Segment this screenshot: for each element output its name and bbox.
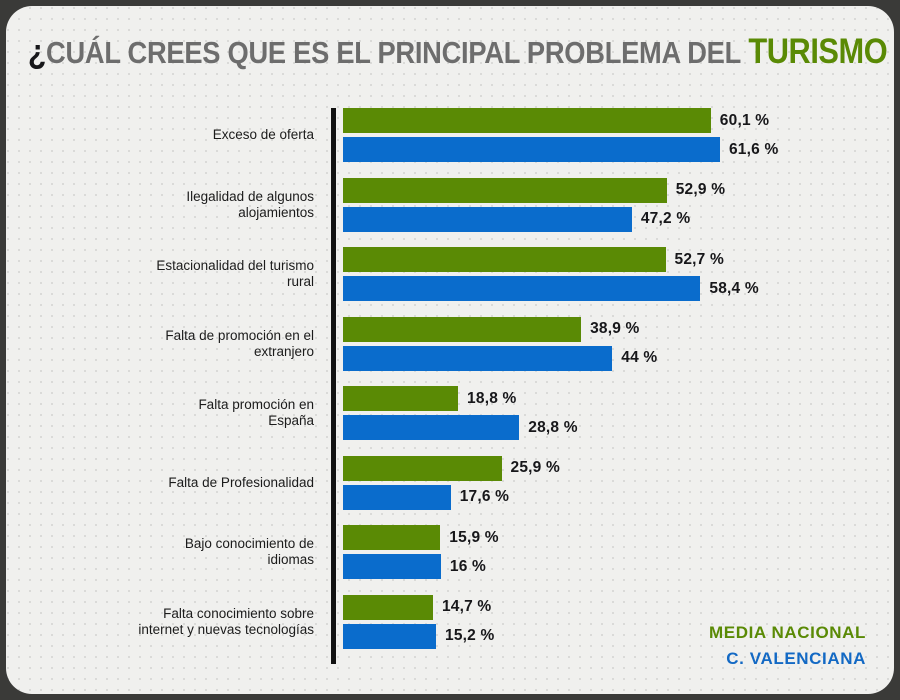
bar-media-nacional [343, 455, 502, 481]
bar-value-label: 60,1 % [719, 111, 770, 129]
bar-c-valenciana [343, 206, 632, 232]
bar-value-label: 58,4 % [709, 279, 759, 297]
category-label: Falta de promoción en el extranjero [165, 327, 314, 359]
bar-group: Bajo conocimiento de idiomas 15,9 % 16 % [6, 525, 894, 579]
chart-legend: MEDIA NACIONAL C. VALENCIANA [709, 620, 866, 672]
legend-item-media-nacional: MEDIA NACIONAL [709, 623, 866, 642]
bar-group: Falta promoción en España 18,8 % 28,8 % [6, 386, 894, 440]
bar-value-label: 15,2 % [445, 627, 495, 644]
bar-c-valenciana [343, 484, 451, 510]
bar-c-valenciana [343, 415, 520, 440]
chart-title: ¿CUÁL CREES QUE ES EL PRINCIPAL PROBLEMA… [28, 30, 894, 74]
bar-media-nacional [343, 177, 667, 203]
category-label: Bajo conocimiento de idiomas [184, 536, 314, 567]
bar-value-label: 44 % [621, 349, 658, 366]
bar-c-valenciana [343, 554, 441, 579]
bar-value-label: 14,7 % [441, 598, 492, 615]
bar-group: Falta de Profesionalidad 25,9 % 17,6 % [6, 455, 894, 510]
category-label: Exceso de oferta [212, 127, 314, 142]
category-label: Falta conocimiento sobre internet y nuev… [138, 605, 314, 637]
bar-value-label: 61,6 % [728, 140, 779, 158]
bar-group: Estacionalidad del turismo rural 52,7 % 58… [6, 247, 894, 301]
bar-c-valenciana [343, 137, 720, 162]
category-label: Falta promoción en España [198, 397, 314, 428]
bar-media-nacional [343, 108, 711, 133]
legend-item-c-valenciana: C. VALENCIANA [726, 649, 866, 668]
bar-group: Falta conocimiento sobre internet y nuev… [6, 594, 894, 649]
title-opening-question-mark: ¿ [28, 33, 47, 71]
bar-value-label: 28,8 % [528, 418, 578, 436]
bar-value-label: 17,6 % [459, 488, 510, 505]
bar-value-label: 15,9 % [449, 528, 499, 546]
bar-value-label: 38,9 % [590, 320, 640, 337]
bar-value-label: 18,8 % [467, 389, 517, 407]
bar-c-valenciana [343, 345, 613, 371]
bar-value-label: 16 % [449, 557, 487, 575]
bar-group: Ilegalidad de algunos alojamientos 52,9 %… [6, 177, 894, 232]
bar-media-nacional [343, 594, 433, 620]
category-label: Estacionalidad del turismo rural [156, 258, 314, 289]
infographic-card: ¿CUÁL CREES QUE ES EL PRINCIPAL PROBLEMA… [6, 6, 894, 694]
bar-value-label: 52,7 % [674, 250, 724, 268]
bar-group: Exceso de oferta 60,1 % 61,6 % [6, 108, 894, 162]
grouped-bar-chart: Exceso de oferta 60,1 % 61,6 % Ilegalidad d… [6, 102, 894, 672]
bar-media-nacional [343, 386, 459, 411]
bar-c-valenciana [343, 276, 701, 301]
title-gray-text: CUÁL CREES QUE ES EL PRINCIPAL PROBLEMA … [46, 35, 742, 70]
bar-value-label: 25,9 % [510, 459, 560, 476]
bar-value-label: 52,9 % [675, 181, 726, 198]
category-axis-line [331, 108, 336, 664]
title-highlight-text: TURISMO RURAL [748, 32, 894, 71]
category-label: Falta de Profesionalidad [168, 474, 314, 490]
category-label: Ilegalidad de algunos alojamientos [186, 188, 314, 220]
bar-media-nacional [343, 247, 666, 272]
bar-media-nacional [343, 316, 582, 342]
bar-media-nacional [343, 525, 441, 550]
bar-group: Falta de promoción en el extranjero 38,9 … [6, 316, 894, 371]
bar-value-label: 47,2 % [640, 210, 691, 227]
bar-c-valenciana [343, 623, 437, 649]
